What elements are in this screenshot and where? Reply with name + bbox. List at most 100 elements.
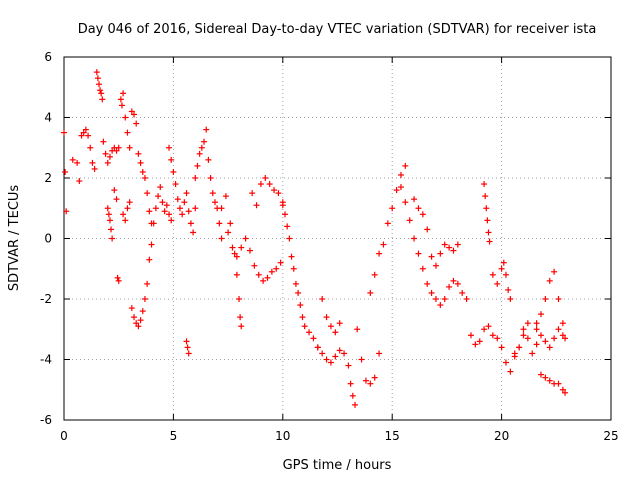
data-point (168, 156, 175, 163)
data-point (184, 344, 191, 351)
data-point (131, 111, 138, 118)
data-point (349, 392, 356, 399)
data-point (131, 314, 138, 321)
data-point (559, 320, 566, 327)
data-point (255, 271, 262, 278)
data-point (61, 129, 67, 136)
data-point (371, 271, 378, 278)
data-point (198, 144, 205, 151)
data-point (297, 302, 304, 309)
data-point (108, 226, 115, 233)
data-point (542, 338, 549, 345)
data-markers (61, 69, 569, 408)
data-point (146, 256, 153, 263)
axis-ticks: 0 5 10 15 20 25 -6 -4 -2 0 2 4 6 (40, 50, 619, 443)
x-tick-label: 10 (275, 429, 290, 443)
data-point (94, 75, 101, 82)
data-point (362, 377, 369, 384)
data-point (181, 199, 188, 206)
x-tick-label: 25 (603, 429, 618, 443)
data-point (419, 265, 426, 272)
data-point (299, 314, 306, 321)
data-point (124, 129, 131, 136)
data-point (498, 265, 505, 272)
data-point (472, 341, 479, 348)
data-point (163, 202, 170, 209)
data-point (144, 280, 151, 287)
data-point (209, 190, 216, 197)
data-point (238, 323, 245, 330)
y-axis-label: SDTVAR / TECUs (7, 185, 22, 292)
data-point (292, 280, 299, 287)
data-point (102, 150, 109, 157)
data-point (273, 265, 280, 272)
data-point (192, 175, 199, 181)
data-point (476, 338, 483, 345)
data-point (104, 205, 111, 212)
data-point (203, 126, 210, 133)
data-point (122, 217, 129, 224)
data-point (345, 362, 352, 369)
data-point (559, 386, 566, 393)
data-point (319, 296, 326, 302)
data-point (437, 302, 444, 309)
data-point (97, 87, 104, 94)
data-point (133, 320, 140, 327)
data-point (336, 320, 343, 327)
data-point (546, 277, 553, 284)
data-point (122, 114, 129, 121)
data-point (542, 296, 549, 302)
data-point (227, 220, 234, 227)
data-point (279, 199, 286, 206)
data-point (376, 250, 383, 257)
data-point (281, 211, 288, 218)
data-point (415, 250, 422, 257)
data-point (319, 350, 326, 357)
data-point (161, 208, 168, 215)
data-point (152, 205, 159, 212)
data-point (384, 220, 391, 227)
data-point (483, 205, 490, 212)
grid (64, 57, 611, 420)
data-point (511, 353, 518, 360)
data-point (148, 241, 155, 248)
data-point (454, 280, 461, 287)
data-point (341, 350, 348, 357)
data-point (194, 162, 201, 169)
data-point (358, 356, 365, 363)
data-point (266, 181, 273, 188)
data-point (185, 208, 192, 215)
data-point (139, 308, 146, 315)
data-point (120, 90, 127, 97)
data-point (115, 277, 122, 284)
data-point (454, 241, 461, 248)
data-point (306, 329, 313, 336)
data-point (128, 305, 135, 312)
data-point (459, 289, 466, 296)
data-point (551, 268, 558, 275)
data-point (141, 296, 148, 302)
data-point (301, 323, 308, 330)
y-tick-label: 2 (44, 171, 52, 185)
data-point (446, 283, 453, 290)
data-point (380, 241, 387, 248)
data-point (82, 126, 89, 133)
data-point (397, 171, 404, 178)
data-point (562, 389, 569, 396)
data-point (183, 190, 190, 197)
data-point (155, 193, 162, 200)
data-point (437, 250, 444, 257)
y-tick-label: -4 (40, 353, 52, 367)
data-point (542, 374, 549, 381)
data-point (166, 144, 173, 151)
data-point (419, 211, 426, 218)
data-point (397, 184, 404, 191)
data-point (367, 380, 374, 387)
data-point (166, 211, 173, 218)
data-point (176, 205, 183, 212)
data-point (117, 96, 124, 103)
data-point (78, 132, 85, 139)
data-point (104, 159, 111, 166)
data-point (187, 220, 194, 227)
data-point (533, 320, 540, 327)
